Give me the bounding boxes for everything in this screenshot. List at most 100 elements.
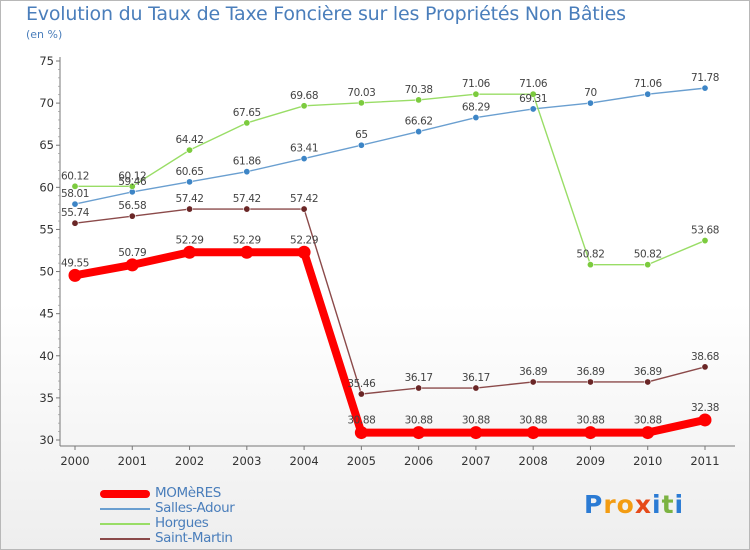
data-label-0: 50.79: [118, 247, 146, 259]
x-tick-label: 2007: [461, 454, 490, 468]
data-point-3: [415, 384, 423, 392]
data-label-2: 50.82: [576, 249, 604, 261]
data-point-0: [125, 258, 139, 272]
data-point-2: [186, 146, 194, 154]
data-point-3: [71, 219, 79, 227]
data-label-0: 52.29: [290, 234, 318, 246]
x-tick-label: 2009: [576, 454, 605, 468]
series-line-3: [74, 208, 706, 395]
series-line-0: [71, 248, 709, 437]
y-tick-label: 55: [39, 222, 54, 236]
data-point-2: [415, 96, 423, 104]
data-point-0: [526, 426, 540, 440]
y-tick-label: 70: [39, 96, 54, 110]
data-label-2: 53.68: [691, 225, 719, 237]
legend: MOMèRES Salles-Adour Horgues Saint-Marti…: [100, 485, 360, 546]
data-point-2: [701, 237, 709, 245]
data-point-0: [354, 426, 368, 440]
data-label-2: 67.65: [233, 107, 261, 119]
data-label-0: 52.29: [176, 234, 204, 246]
x-tick-label: 2001: [118, 454, 147, 468]
data-point-3: [357, 390, 365, 398]
data-label-3: 36.17: [405, 372, 433, 384]
logo-letter: P: [584, 490, 604, 519]
data-label-1: 68.29: [462, 102, 490, 114]
data-point-2: [357, 99, 365, 107]
logo-letter: t: [661, 490, 675, 519]
data-label-3: 38.68: [691, 351, 719, 363]
data-point-1: [472, 114, 480, 122]
logo-letter: o: [616, 490, 635, 519]
data-point-0: [641, 426, 655, 440]
data-point-3: [586, 378, 594, 386]
y-tick-label: 35: [39, 391, 54, 405]
data-point-3: [186, 205, 194, 213]
data-point-2: [529, 90, 537, 98]
data-label-1: 59.46: [118, 176, 147, 188]
legend-label-momeres: MOMèRES: [155, 485, 221, 501]
data-point-1: [186, 178, 194, 186]
x-tick-label: 2011: [690, 454, 719, 468]
data-point-1: [701, 84, 709, 92]
data-point-3: [128, 212, 136, 220]
data-label-1: 65: [355, 129, 368, 141]
y-tick-label: 50: [39, 265, 54, 279]
logo-letter: r: [603, 490, 617, 519]
data-label-1: 71.06: [634, 78, 663, 90]
legend-label-salles-adour: Salles-Adour: [155, 500, 235, 516]
data-label-2: 70.03: [347, 87, 375, 99]
legend-swatch-salles-adour: [100, 508, 150, 510]
data-label-3: 36.89: [576, 366, 604, 378]
x-tick-label: 2002: [175, 454, 204, 468]
y-tick-label: 65: [39, 138, 54, 152]
data-point-3: [243, 205, 251, 213]
data-point-2: [586, 261, 594, 269]
data-point-3: [701, 363, 709, 371]
series-line-1: [74, 87, 706, 205]
data-label-3: 55.74: [61, 207, 90, 219]
data-point-2: [243, 119, 251, 127]
legend-item-salles-adour: Salles-Adour: [100, 500, 360, 516]
data-label-1: 66.62: [405, 116, 433, 128]
proxiti-logo: Proxiti: [584, 490, 684, 519]
data-point-3: [529, 378, 537, 386]
data-label-3: 35.46: [347, 378, 376, 390]
x-tick-label: 2008: [519, 454, 548, 468]
x-tick-label: 2004: [289, 454, 318, 468]
x-tick-label: 2005: [347, 454, 376, 468]
data-label-0: 30.88: [519, 415, 547, 427]
data-point-3: [472, 384, 480, 392]
x-tick-label: 2006: [404, 454, 433, 468]
data-point-2: [644, 261, 652, 269]
legend-item-saint-martin: Saint-Martin: [100, 530, 360, 546]
data-label-2: 50.82: [634, 249, 662, 261]
data-point-1: [243, 168, 251, 176]
data-label-2: 71.06: [519, 78, 548, 90]
data-label-1: 60.65: [176, 166, 204, 178]
data-point-3: [300, 205, 308, 213]
data-point-0: [469, 426, 483, 440]
data-label-0: 30.88: [576, 415, 604, 427]
legend-swatch-saint-martin: [100, 538, 150, 540]
data-point-1: [71, 200, 79, 208]
data-label-0: 30.88: [634, 415, 662, 427]
data-label-2: 60.12: [118, 170, 146, 182]
data-label-1: 71.78: [691, 72, 719, 84]
legend-item-horgues: Horgues: [100, 515, 360, 531]
legend-swatch-momeres: [100, 490, 150, 498]
data-point-2: [300, 102, 308, 110]
data-label-0: 52.29: [233, 234, 261, 246]
data-point-0: [240, 245, 254, 259]
data-label-1: 69.31: [519, 93, 547, 105]
data-label-2: 60.12: [61, 170, 89, 182]
data-point-0: [583, 426, 597, 440]
data-label-0: 30.88: [462, 415, 490, 427]
legend-item-momeres: MOMèRES: [100, 485, 360, 501]
data-label-3: 57.42: [233, 193, 261, 205]
data-point-1: [415, 128, 423, 136]
y-tick-label: 75: [39, 54, 54, 68]
x-tick-label: 2000: [60, 454, 89, 468]
data-point-0: [412, 426, 426, 440]
